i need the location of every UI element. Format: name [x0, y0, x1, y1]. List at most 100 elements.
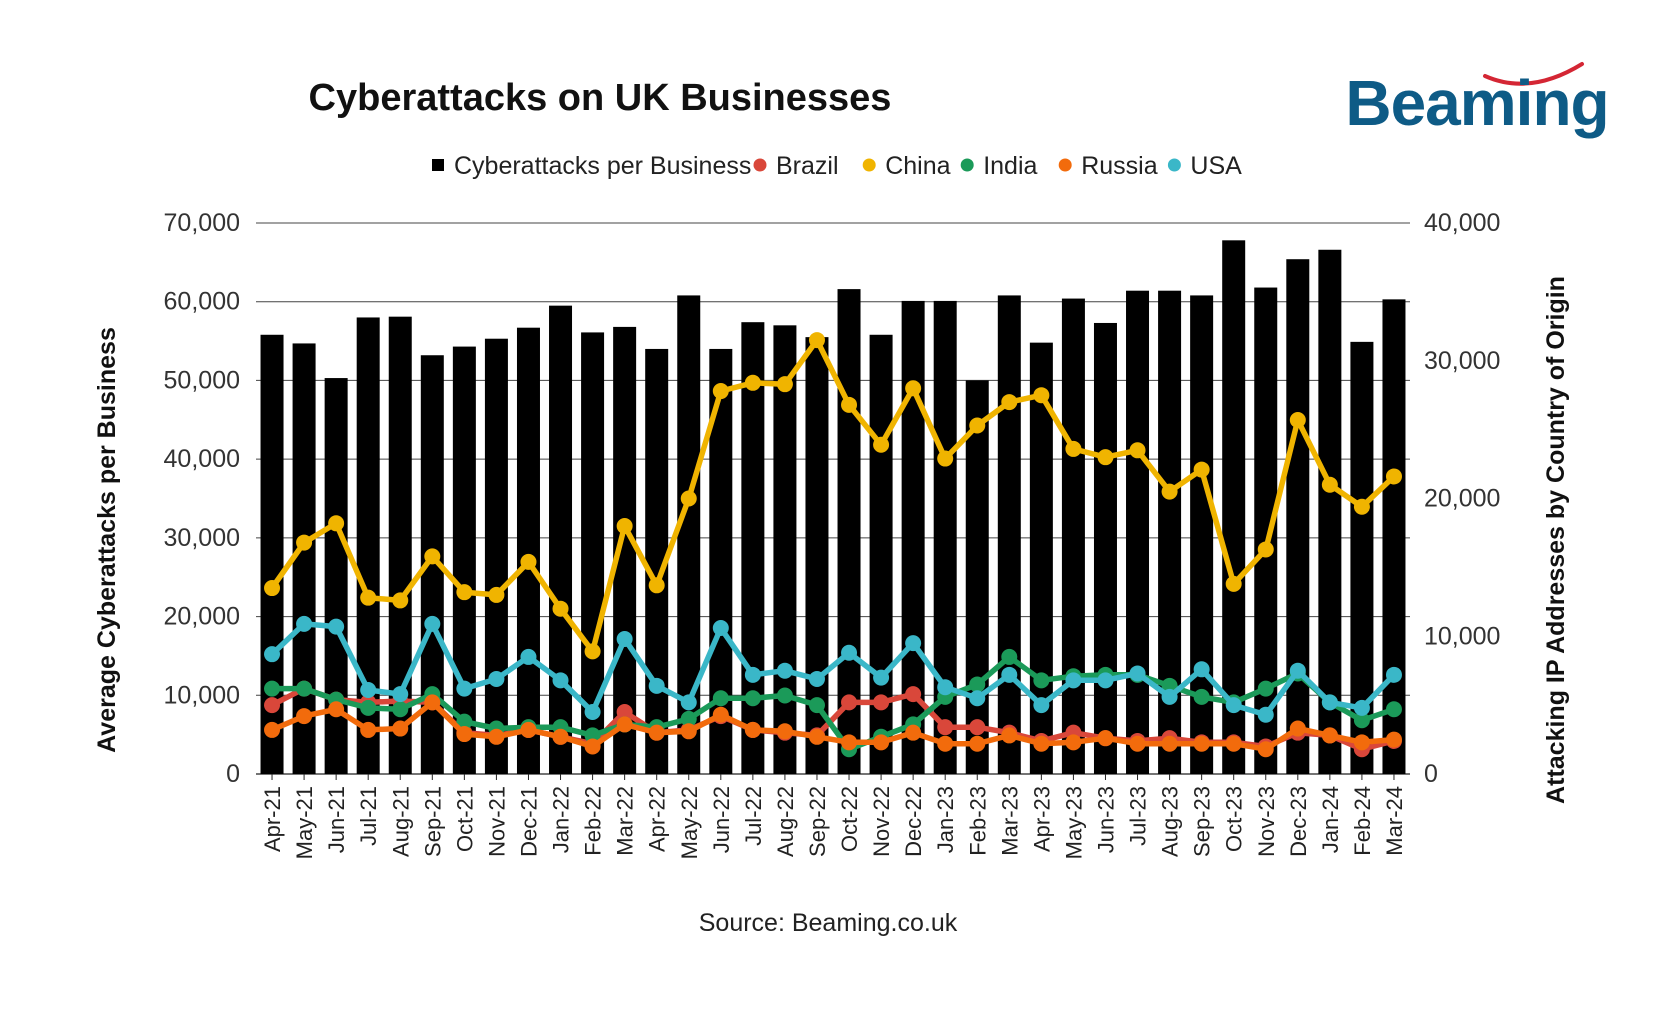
data-point — [1129, 442, 1146, 459]
x-tick-label: Sep-23 — [1190, 786, 1215, 857]
data-point — [616, 631, 633, 648]
x-tick-label: Sep-22 — [805, 786, 830, 857]
bar — [1254, 287, 1278, 774]
data-point — [1353, 498, 1370, 515]
right-axis-ticks: 0 10,000 20,000 30,000 40,000 — [1424, 209, 1500, 788]
data-point — [520, 553, 537, 570]
data-point — [712, 690, 729, 707]
x-tick-label: Dec-22 — [901, 786, 926, 857]
data-point — [648, 677, 665, 694]
x-tick-label: Aug-21 — [388, 786, 413, 857]
data-point — [584, 738, 601, 755]
left-tick-label: 20,000 — [164, 603, 240, 631]
data-point — [360, 699, 377, 716]
data-point — [424, 548, 441, 565]
line-series — [264, 332, 1402, 758]
data-point — [488, 670, 505, 687]
data-point — [1225, 575, 1242, 592]
bar — [324, 378, 348, 774]
data-point — [969, 417, 986, 434]
data-point — [616, 716, 633, 733]
data-point — [1129, 735, 1146, 752]
left-tick-label: 30,000 — [164, 524, 240, 552]
x-tick-label: Jun-23 — [1093, 786, 1118, 853]
data-point — [937, 719, 954, 736]
bar — [1126, 290, 1150, 774]
legend-label: Cyberattacks per Business — [454, 152, 751, 180]
bar — [549, 305, 573, 774]
data-point — [1289, 720, 1306, 737]
legend-marker — [753, 158, 767, 172]
data-point — [1065, 672, 1082, 689]
data-point — [1033, 387, 1050, 404]
data-point — [1321, 727, 1338, 744]
data-point — [680, 723, 697, 740]
data-point — [905, 635, 922, 652]
x-tick-label: Feb-22 — [581, 786, 606, 856]
x-tick-label: May-21 — [292, 786, 317, 859]
data-point — [744, 666, 761, 683]
data-point — [1065, 734, 1082, 751]
brand-logo: Beaming — [1345, 62, 1610, 139]
data-point — [937, 450, 954, 467]
data-point — [776, 376, 793, 393]
x-tick-label: Apr-22 — [645, 786, 670, 852]
bar — [452, 346, 476, 774]
data-point — [392, 701, 409, 718]
bar — [260, 334, 284, 774]
bar — [965, 380, 989, 774]
data-point — [360, 721, 377, 738]
data-point — [744, 690, 761, 707]
data-point — [392, 592, 409, 609]
data-point — [520, 721, 537, 738]
data-point — [616, 518, 633, 535]
data-point — [712, 619, 729, 636]
x-tick-label: Apr-23 — [1029, 786, 1054, 852]
data-point — [264, 697, 281, 714]
data-point — [1033, 735, 1050, 752]
bar — [677, 295, 701, 774]
data-point — [808, 697, 825, 714]
data-point — [808, 728, 825, 745]
data-point — [1001, 394, 1018, 411]
bar — [901, 300, 925, 774]
data-point — [296, 708, 313, 725]
x-tick-label: Apr-21 — [260, 786, 285, 852]
x-tick-label: Nov-23 — [1254, 786, 1279, 857]
left-tick-label: 10,000 — [164, 681, 240, 709]
data-point — [841, 694, 858, 711]
x-tick-label: Nov-22 — [869, 786, 894, 857]
data-point — [584, 727, 601, 744]
chart-legend: Cyberattacks per Business Brazil China Indi… — [432, 152, 1242, 180]
legend-label: Brazil — [776, 152, 839, 180]
bar — [613, 326, 637, 774]
chart-title: Cyberattacks on UK Businesses — [309, 77, 892, 119]
data-point — [456, 726, 473, 743]
data-point — [520, 648, 537, 665]
x-tick-label: Dec-21 — [516, 786, 541, 857]
data-point — [456, 584, 473, 601]
bar — [997, 295, 1021, 774]
x-tick-label: Jul-23 — [1126, 786, 1151, 846]
data-point — [1385, 666, 1402, 683]
left-tick-label: 70,000 — [164, 209, 240, 237]
x-tick-label: Jan-24 — [1318, 786, 1343, 853]
x-tick-label: May-23 — [1061, 786, 1086, 859]
data-point — [1161, 688, 1178, 705]
data-point — [744, 721, 761, 738]
source-note: Source: Beaming.co.uk — [699, 909, 958, 937]
data-point — [360, 589, 377, 606]
legend-item: India — [960, 152, 1038, 180]
data-point — [552, 672, 569, 689]
data-point — [841, 644, 858, 661]
data-point — [264, 680, 281, 697]
data-point — [1289, 662, 1306, 679]
data-point — [1001, 727, 1018, 744]
x-axis-ticks: Apr-21 May-21 Jun-21 Jul-21 Aug-21 Sep-21 Oct-… — [260, 774, 1407, 859]
bar — [516, 327, 540, 774]
data-point — [776, 687, 793, 704]
data-point — [905, 686, 922, 703]
data-point — [616, 704, 633, 721]
bar — [741, 322, 765, 774]
data-point — [1193, 461, 1210, 478]
